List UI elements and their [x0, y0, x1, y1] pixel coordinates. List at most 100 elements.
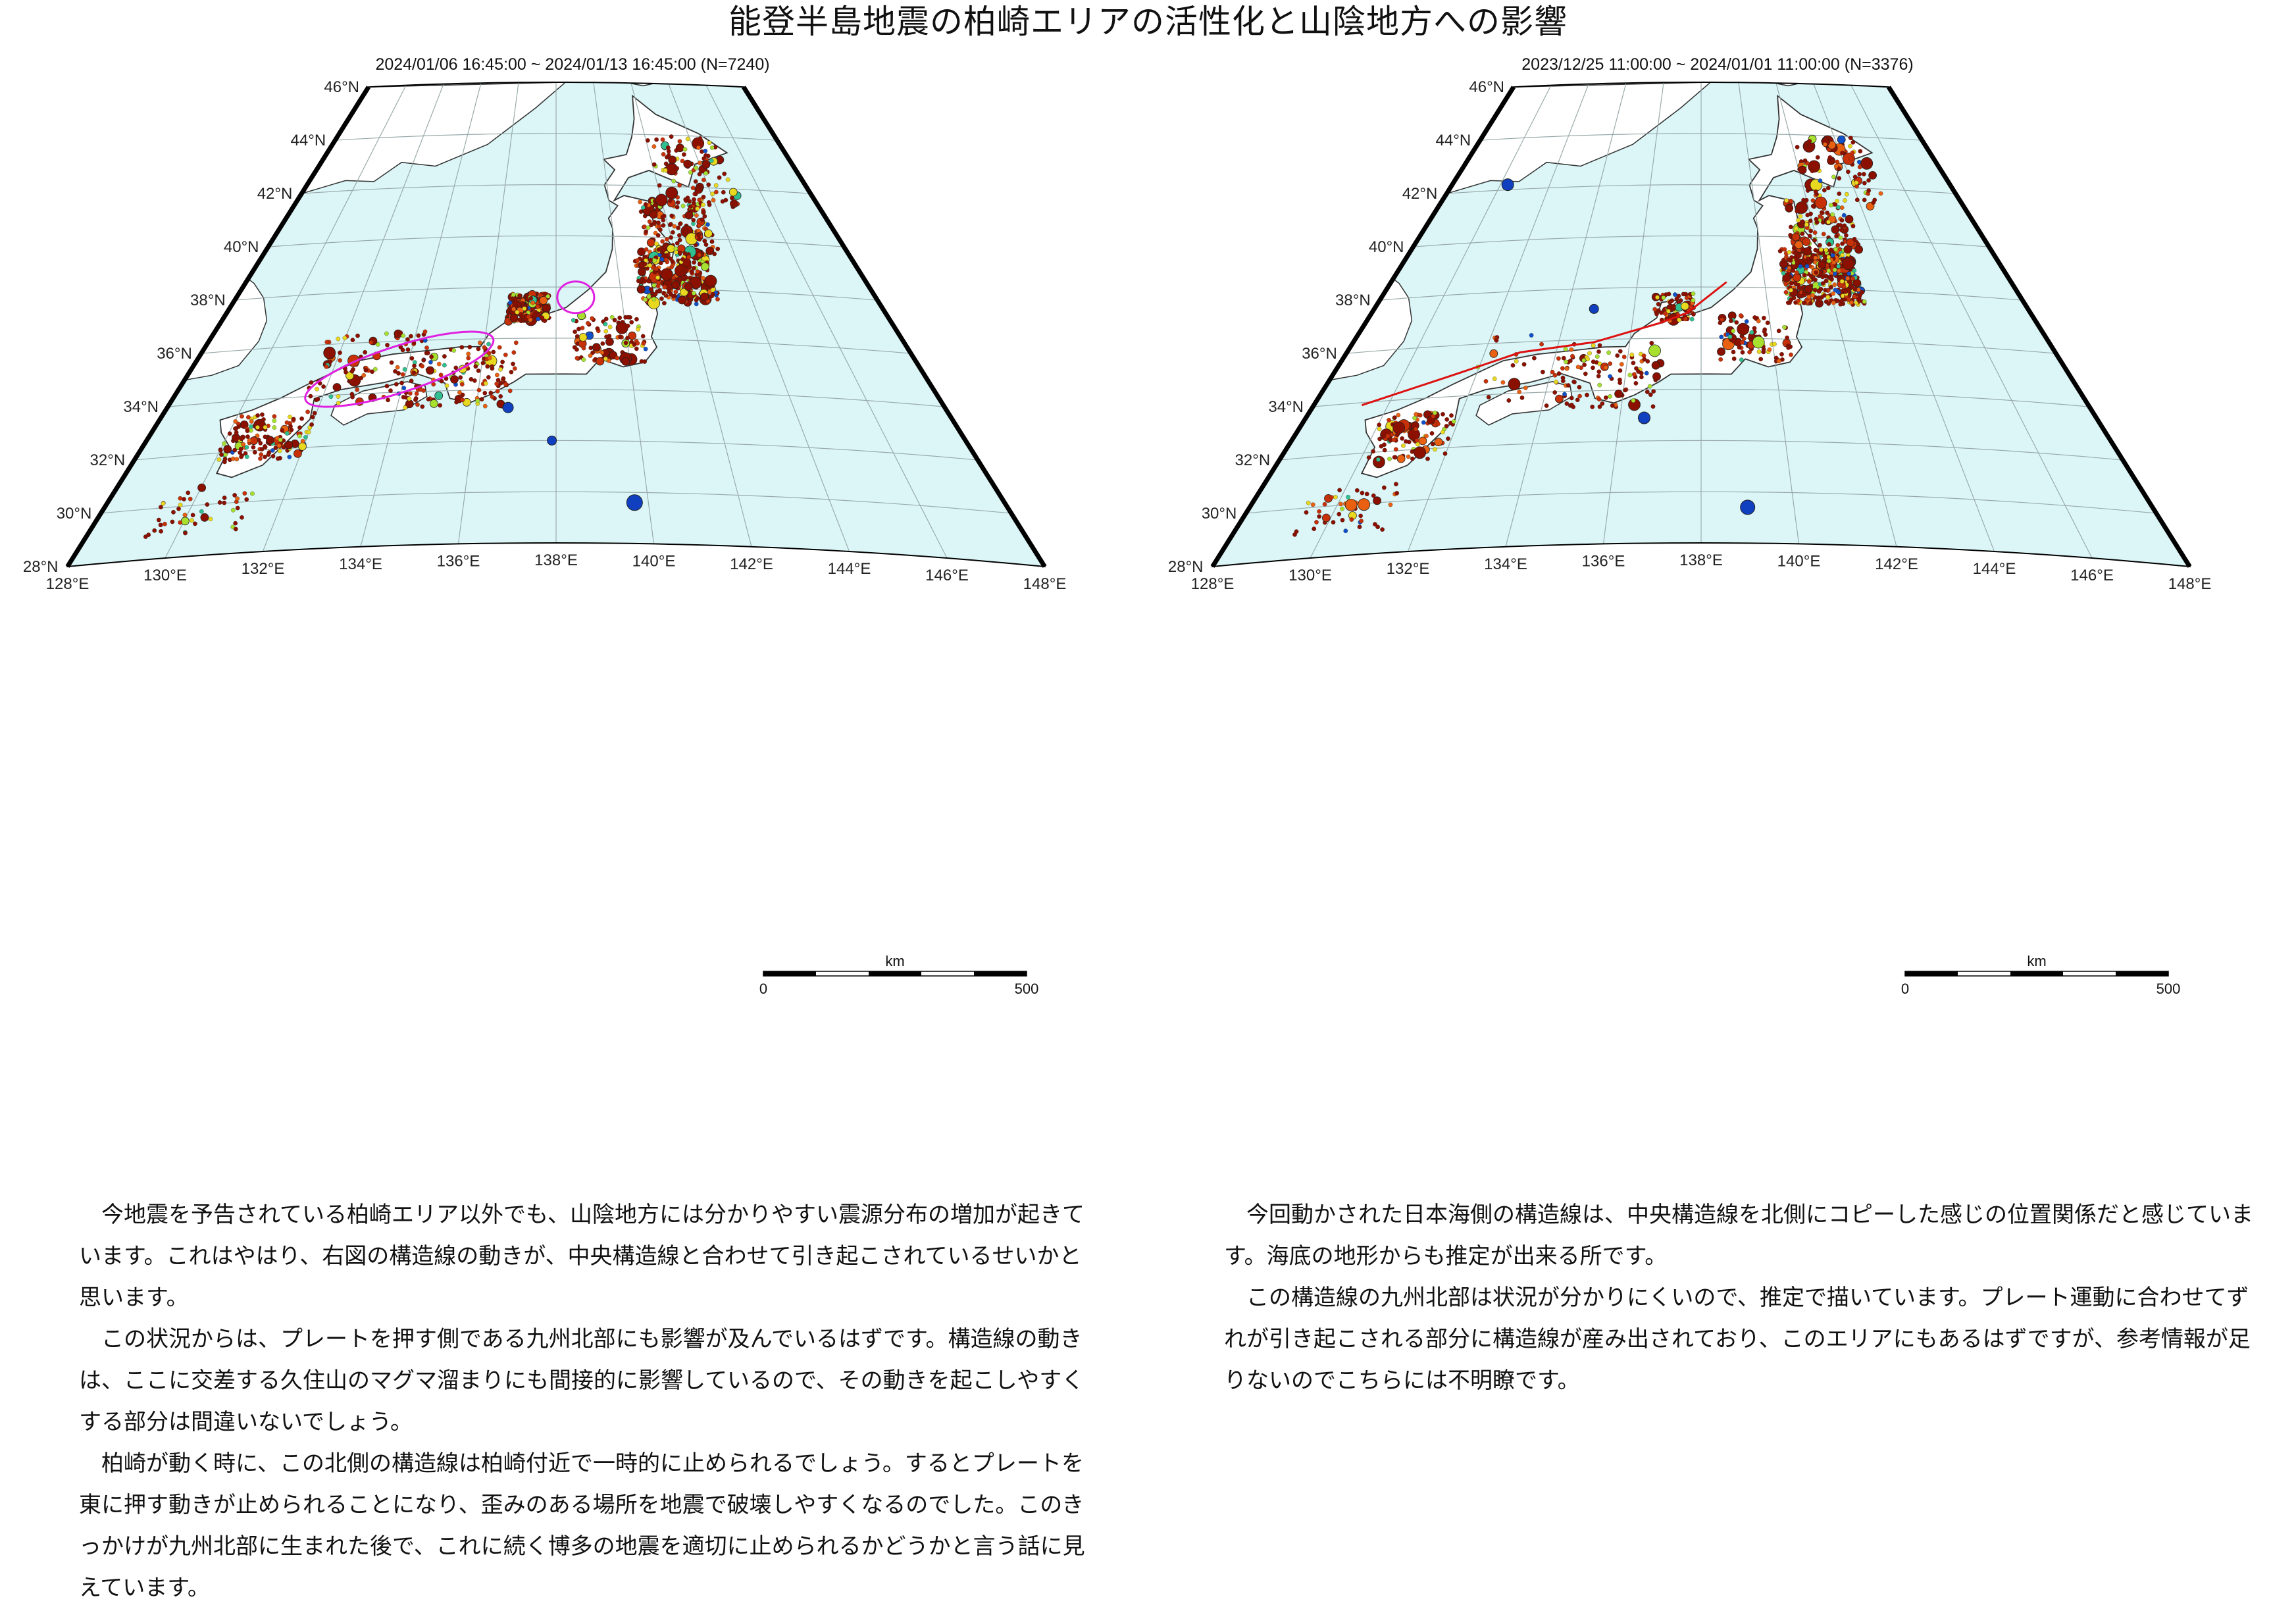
earthquake-dot [178, 496, 183, 501]
earthquake-dot [1841, 213, 1847, 218]
earthquake-dot [669, 265, 674, 270]
earthquake-dot [540, 315, 545, 320]
earthquake-dot [1582, 363, 1587, 367]
longitude-label: 134°E [339, 555, 382, 573]
earthquake-dot [1862, 299, 1867, 304]
earthquake-dot [588, 353, 593, 358]
earthquake-dot [1727, 334, 1733, 340]
earthquake-dot [255, 413, 260, 418]
meridian-line [1775, 83, 1897, 547]
earthquake-dot [1786, 257, 1791, 263]
earthquake-dot [665, 253, 670, 258]
earthquake-dot [1818, 260, 1826, 269]
earthquake-dot [515, 309, 520, 315]
earthquake-dot [1337, 511, 1342, 517]
earthquake-dot [483, 381, 488, 386]
earthquake-dot [659, 296, 664, 301]
earthquake-dot [615, 355, 620, 361]
earthquake-dot [178, 502, 183, 507]
earthquake-dot [401, 386, 407, 391]
earthquake-dot [1446, 436, 1450, 441]
earthquake-dot [1648, 392, 1653, 397]
earthquake-dot [305, 409, 310, 415]
earthquake-dot [1852, 268, 1857, 273]
earthquake-dot [1594, 354, 1600, 359]
earthquake-dot [1312, 526, 1317, 531]
earthquake-dot [1852, 174, 1858, 180]
earthquake-dot [1662, 311, 1668, 316]
earthquake-dot [706, 200, 711, 205]
earthquake-dot [651, 162, 657, 167]
earthquake-dot [503, 382, 508, 387]
earthquake-dot [1806, 256, 1810, 261]
earthquake-dot [1596, 369, 1602, 374]
earthquake-dot [416, 333, 421, 338]
earthquake-dot [648, 257, 653, 263]
earthquake-dot [1550, 369, 1555, 374]
earthquake-dot [1796, 298, 1800, 303]
earthquake-dot [667, 280, 671, 285]
earthquake-dot [1801, 300, 1806, 305]
earthquake-dot [1793, 226, 1799, 231]
earthquake-dot [701, 209, 706, 215]
earthquake-dot [1373, 522, 1377, 526]
earthquake-dot [500, 359, 505, 365]
earthquake-dot [422, 329, 428, 334]
earthquake-dot [1339, 501, 1343, 507]
commentary-right: 今回動かされた日本海側の構造線は、中央構造線を北側にコピーした感じの位置関係だと… [1224, 1194, 2260, 1402]
earthquake-dot [389, 360, 394, 365]
earthquake-dot [1804, 222, 1809, 227]
earthquake-dot [299, 416, 304, 421]
earthquake-dot [1789, 352, 1793, 357]
earthquake-dot [671, 178, 676, 184]
earthquake-dot [246, 415, 251, 420]
earthquake-dot [1840, 151, 1845, 155]
earthquake-dot [1852, 236, 1857, 242]
earthquake-dot [511, 292, 516, 297]
earthquake-dot [1836, 264, 1841, 268]
earthquake-dot [706, 182, 711, 188]
earthquake-dot [363, 368, 369, 372]
earthquake-dot [263, 445, 268, 449]
earthquake-dot [704, 274, 717, 288]
earthquake-dot [1796, 218, 1801, 222]
latitude-label: 32°N [1235, 451, 1271, 469]
latitude-label: 36°N [1302, 345, 1337, 363]
earthquake-dot [1808, 218, 1813, 223]
earthquake-dot [359, 375, 364, 380]
earthquake-dot [249, 424, 253, 429]
earthquake-dot [197, 483, 207, 492]
earthquake-dot [396, 370, 401, 376]
latitude-label: 46°N [324, 78, 359, 96]
earthquake-dot [513, 297, 518, 302]
earthquake-dot [1569, 396, 1574, 401]
earthquake-dot [1827, 155, 1833, 160]
earthquake-dot [1832, 267, 1837, 272]
earthquake-dot [183, 530, 188, 536]
earthquake-dot [1717, 347, 1725, 356]
earthquake-dot [414, 391, 419, 396]
earthquake-dot [1597, 404, 1602, 409]
earthquake-dot [1560, 378, 1566, 384]
longitude-label: 132°E [1387, 560, 1430, 578]
earthquake-dot [1645, 390, 1650, 394]
earthquake-dot [1337, 488, 1342, 493]
earthquake-dot [1837, 268, 1841, 273]
earthquake-dot [482, 403, 488, 409]
earthquake-dot [310, 415, 315, 420]
svg-text:0: 0 [759, 981, 767, 997]
earthquake-dot [581, 345, 586, 351]
deep-earthquake-dot [1740, 499, 1756, 515]
earthquake-dot [1636, 369, 1641, 374]
meridian-line [1738, 82, 1800, 544]
earthquake-dot [466, 351, 471, 357]
earthquake-dot [415, 402, 420, 407]
earthquake-dot [1848, 280, 1853, 285]
earthquake-dot [1572, 380, 1577, 384]
latitude-label: 30°N [1202, 505, 1237, 523]
earthquake-dot [675, 166, 680, 171]
earthquake-dot [1683, 317, 1688, 322]
earthquake-dot [680, 288, 688, 297]
earthquake-dot [1862, 197, 1867, 203]
earthquake-dot [667, 198, 673, 203]
